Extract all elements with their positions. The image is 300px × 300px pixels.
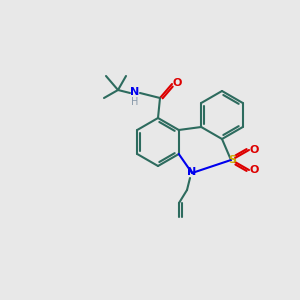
Text: N: N bbox=[188, 167, 196, 177]
Text: S: S bbox=[228, 155, 236, 165]
Text: O: O bbox=[249, 165, 259, 175]
Text: O: O bbox=[172, 78, 182, 88]
Text: O: O bbox=[249, 145, 259, 155]
Text: N: N bbox=[130, 87, 140, 97]
Text: H: H bbox=[131, 97, 139, 107]
